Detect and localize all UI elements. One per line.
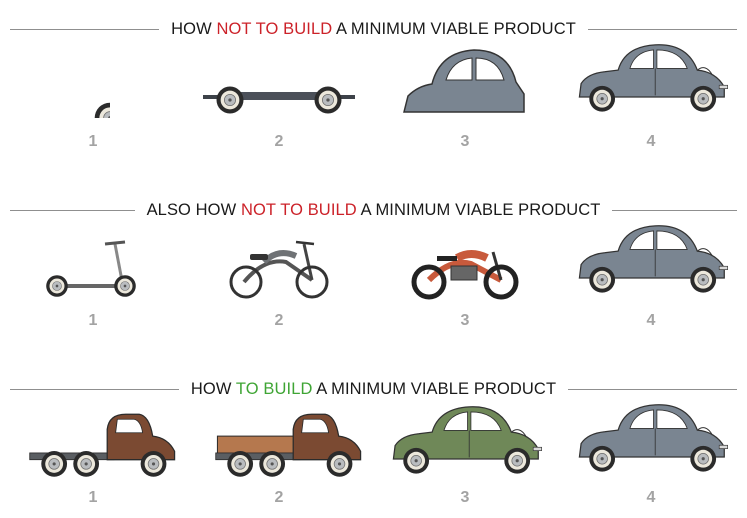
row-1-heading: HOW NOT TO BUILD A MINIMUM VIABLE PRODUC… bbox=[0, 17, 747, 41]
step-number: 2 bbox=[274, 312, 284, 329]
step-number: 4 bbox=[646, 133, 656, 150]
highlight: NOT TO BUILD bbox=[216, 19, 333, 38]
step-number: 3 bbox=[460, 489, 470, 506]
car-body-shell-illustration bbox=[372, 46, 558, 116]
divider bbox=[587, 28, 738, 30]
step-number: 2 bbox=[274, 133, 284, 150]
step-number: 1 bbox=[88, 489, 98, 506]
divider bbox=[612, 209, 737, 211]
motorcycle-illustration bbox=[372, 236, 558, 300]
step-number: 4 bbox=[646, 489, 656, 506]
step-number: 1 bbox=[88, 312, 98, 329]
flatbed-truck-illustration bbox=[10, 404, 196, 480]
row-2-title: ALSO HOW NOT TO BUILD A MINIMUM VIABLE P… bbox=[146, 200, 601, 219]
complete-car-illustration bbox=[558, 390, 744, 482]
complete-car-illustration bbox=[558, 211, 744, 303]
row-2-heading: ALSO HOW NOT TO BUILD A MINIMUM VIABLE P… bbox=[0, 198, 747, 222]
step-number: 4 bbox=[646, 312, 656, 329]
step-number: 3 bbox=[460, 133, 470, 150]
step-number: 3 bbox=[460, 312, 470, 329]
divider bbox=[10, 388, 179, 390]
green-car-illustration bbox=[372, 392, 558, 484]
highlight: TO BUILD bbox=[235, 379, 313, 398]
row-1-title: HOW NOT TO BUILD A MINIMUM VIABLE PRODUC… bbox=[171, 19, 576, 38]
step-number: 2 bbox=[274, 489, 284, 506]
step-number: 1 bbox=[88, 133, 98, 150]
highlight: NOT TO BUILD bbox=[240, 200, 357, 219]
divider bbox=[10, 28, 160, 30]
moped-illustration bbox=[186, 236, 372, 300]
divider bbox=[10, 209, 135, 211]
row-3-heading: HOW TO BUILD A MINIMUM VIABLE PRODUCT bbox=[0, 377, 747, 401]
wheel-illustration bbox=[0, 84, 186, 118]
complete-car-illustration bbox=[558, 30, 744, 122]
divider bbox=[568, 388, 737, 390]
kick-scooter-illustration bbox=[0, 236, 186, 300]
axle-chassis-illustration bbox=[186, 83, 372, 117]
row-3-title: HOW TO BUILD A MINIMUM VIABLE PRODUCT bbox=[190, 379, 557, 398]
pickup-truck-illustration bbox=[196, 404, 382, 480]
